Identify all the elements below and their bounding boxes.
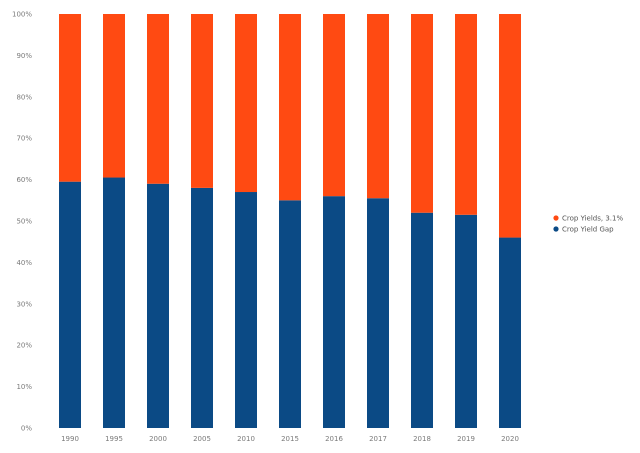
bar-segment-crop-yields	[191, 14, 213, 188]
y-tick-label: 10%	[16, 383, 32, 391]
y-tick-label: 50%	[16, 218, 32, 226]
bar-area	[59, 14, 521, 428]
x-tick-label: 2016	[325, 435, 343, 443]
bar-segment-crop-yield-gap	[191, 187, 213, 428]
bar-segment-crop-yields	[323, 14, 345, 197]
x-tick-label: 1995	[105, 435, 123, 443]
x-tick-label: 1990	[61, 435, 79, 443]
bar-segment-crop-yield-gap	[455, 214, 477, 428]
x-tick-label: 2010	[237, 435, 255, 443]
x-tick-label: 2019	[457, 435, 475, 443]
bar-segment-crop-yield-gap	[367, 198, 389, 428]
bar-segment-crop-yields	[59, 14, 81, 182]
bar-segment-crop-yield-gap	[499, 237, 521, 428]
x-tick-label: 2005	[193, 435, 211, 443]
legend-marker	[553, 215, 559, 221]
x-tick-label: 2018	[413, 435, 431, 443]
y-tick-label: 0%	[21, 425, 32, 433]
y-tick-label: 100%	[12, 11, 32, 19]
x-axis: 1990 1995 2000 2005 2010 2015 2016 2017 2018 2019…	[61, 435, 519, 443]
bar-segment-crop-yield-gap	[147, 183, 169, 428]
bar-segment-crop-yield-gap	[323, 196, 345, 428]
bar-segment-crop-yields	[103, 14, 125, 178]
y-tick-label: 70%	[16, 135, 32, 143]
bar-segment-crop-yields	[147, 14, 169, 184]
bar-segment-crop-yields	[455, 14, 477, 215]
y-tick-label: 80%	[16, 93, 32, 101]
x-tick-label: 2015	[281, 435, 299, 443]
y-tick-label: 30%	[16, 300, 32, 308]
bar-segment-crop-yields	[279, 14, 301, 201]
bar-segment-crop-yields	[235, 14, 257, 193]
legend-label: Crop Yield Gap	[562, 226, 614, 234]
x-tick-label: 2000	[149, 435, 167, 443]
bar-segment-crop-yields	[499, 14, 521, 238]
bar-segment-crop-yields	[411, 14, 433, 213]
x-tick-label: 2017	[369, 435, 387, 443]
y-axis: 0% 10% 20% 30% 40% 50% 60% 70% 80% 90% 100%	[12, 11, 32, 433]
bar-segment-crop-yield-gap	[59, 181, 81, 428]
bar-segment-crop-yield-gap	[279, 200, 301, 428]
legend-label: Crop Yields, 3.1%	[562, 215, 623, 223]
bar-segment-crop-yield-gap	[103, 177, 125, 428]
y-tick-label: 90%	[16, 52, 32, 60]
y-tick-label: 40%	[16, 259, 32, 267]
legend-marker	[553, 226, 559, 232]
x-tick-label: 2020	[501, 435, 519, 443]
y-tick-label: 60%	[16, 176, 32, 184]
bar-segment-crop-yields	[367, 14, 389, 199]
y-tick-label: 20%	[16, 342, 32, 350]
bar-segment-crop-yield-gap	[411, 212, 433, 428]
legend: Crop Yields, 3.1% Crop Yield Gap	[553, 215, 623, 234]
bar-segment-crop-yield-gap	[235, 192, 257, 428]
